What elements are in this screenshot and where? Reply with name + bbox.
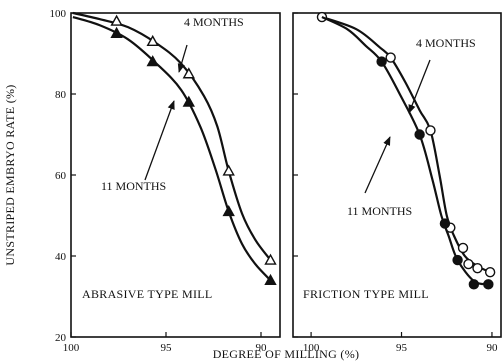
data-point xyxy=(439,218,451,229)
data-point xyxy=(484,267,496,278)
y-tick-label: 80 xyxy=(55,89,67,101)
data-point xyxy=(146,34,159,47)
data-point xyxy=(414,129,425,140)
data-point xyxy=(472,262,483,274)
series-line xyxy=(321,16,491,274)
data-point xyxy=(463,258,474,270)
y-tick-label: 40 xyxy=(55,251,67,263)
data-point xyxy=(468,279,480,290)
panel-friction: 100 95 90 FRICTION TYPE MILL 4 MONTHS 11 MONT… xyxy=(292,11,502,354)
data-point xyxy=(264,253,277,265)
label-arrow xyxy=(408,59,431,114)
x-tick-label: 95 xyxy=(396,342,408,354)
x-tick-label: 100 xyxy=(303,342,320,354)
x-axis-title: DEGREE OF MILLING (%) xyxy=(213,347,360,361)
data-point xyxy=(376,56,387,67)
data-point xyxy=(452,254,463,266)
data-point xyxy=(264,273,277,285)
curve-label: 11 MONTHS xyxy=(347,204,412,218)
label-arrow xyxy=(144,100,175,181)
data-point xyxy=(483,279,494,290)
data-point xyxy=(385,52,396,63)
data-point xyxy=(182,95,195,107)
x-tick-label: 90 xyxy=(486,342,498,354)
data-point xyxy=(182,67,195,79)
y-tick-label: 100 xyxy=(50,8,67,20)
data-point xyxy=(110,26,123,38)
label-arrow xyxy=(364,136,391,194)
y-axis-title: UNSTRIPED EMBRYO RATE (%) xyxy=(3,84,17,265)
y-tick-label: 20 xyxy=(55,332,67,344)
panel-label: ABRASIVE TYPE MILL xyxy=(82,287,213,301)
data-point xyxy=(110,14,123,26)
curve-label: 4 MONTHS xyxy=(184,15,244,29)
data-point xyxy=(457,242,469,254)
series-line xyxy=(72,15,272,282)
series-line xyxy=(72,11,272,261)
x-tick-label: 95 xyxy=(161,342,173,354)
curve-label: 11 MONTHS xyxy=(101,179,166,193)
x-tick-label: 90 xyxy=(256,342,268,354)
label-arrow xyxy=(177,44,188,73)
y-tick-label: 60 xyxy=(55,170,67,182)
data-point xyxy=(146,55,159,67)
data-point xyxy=(425,125,436,136)
curve-label: 4 MONTHS xyxy=(416,36,476,50)
data-point xyxy=(222,164,235,176)
panel-abrasive: 100 95 90 ABRASIVE TYPE MILL 4 MONTHS 11 MONT… xyxy=(63,11,281,354)
x-tick-label: 100 xyxy=(63,342,80,354)
panel-label: FRICTION TYPE MILL xyxy=(303,287,429,301)
data-point xyxy=(222,205,235,217)
